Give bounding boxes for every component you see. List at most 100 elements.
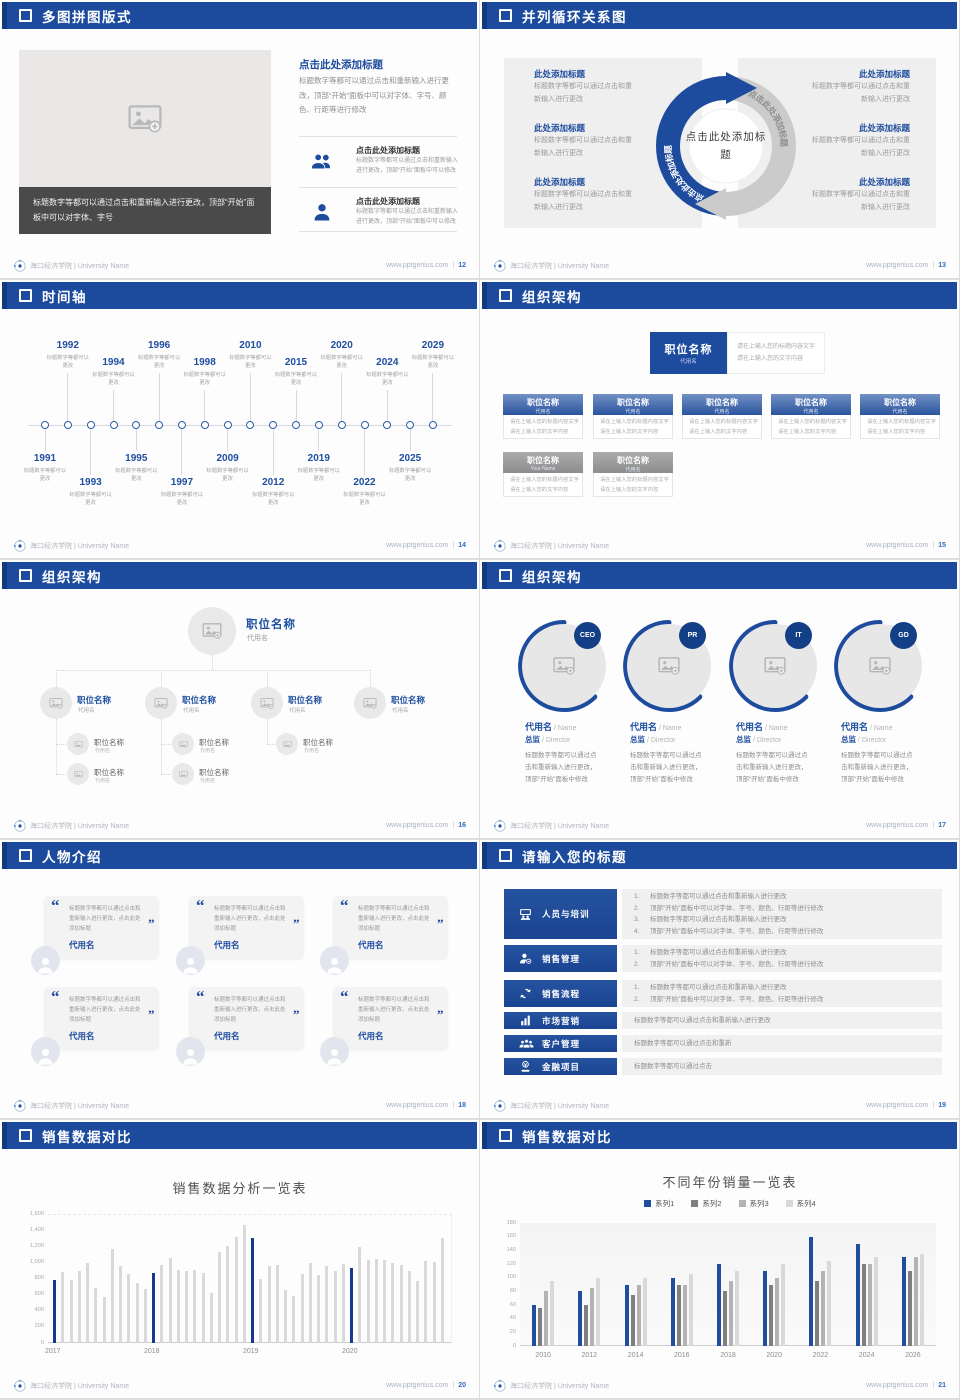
quote-card[interactable]: “ 标题数字等都可以通过点击和重新输入进行更改，点击此处添加标题 ” 代用名 [189, 896, 304, 959]
org-box[interactable]: 职位名称 Your Name 请在上输入您的标题内容文字 请在上输入您的文字内容 [503, 452, 583, 497]
slide-21-grouped-bar-chart[interactable]: 销售数据对比 不同年份销量一览表 系列1 系列2 系列3 系列4 0 20 40 60 80 100… [480, 1120, 960, 1400]
section-button-1[interactable]: 人员与培训 [504, 889, 617, 939]
university-name: 海口经济学院 | University Name [510, 262, 610, 270]
org-connector [161, 670, 163, 687]
photo-placeholder[interactable] [354, 687, 386, 719]
org-box[interactable]: 职位名称 代用名 请在上输入您的标题内容文字 请在上输入您的文字内容 [682, 394, 762, 439]
org-box-body: 请在上输入您的标题内容文字 请在上输入您的文字内容 [593, 473, 673, 497]
timeline-text: 标题数字等都可以更改 [388, 468, 432, 483]
photo-placeholder[interactable] [251, 687, 283, 719]
line-text: 顶部“开始”面板中可以对字体、字号、颜色、行距等进行修改 [650, 927, 824, 935]
org-node-name: 职位名称 [94, 738, 124, 747]
quote-card[interactable]: “ 标题数字等都可以通过点击和重新输入进行更改，点击此处添加标题 ” 代用名 [44, 987, 159, 1050]
timeline-stem [318, 429, 320, 451]
quote-card[interactable]: “ 标题数字等都可以通过点击和重新输入进行更改，点击此处添加标题 ” 代用名 [44, 896, 159, 959]
org-box[interactable]: 职位名称 代用名 请在上输入您的标题内容文字 请在上输入您的文字内容 [503, 394, 583, 439]
bar [809, 1236, 814, 1346]
org-box-sub: 代用名 [625, 467, 641, 473]
photo-placeholder[interactable] [172, 763, 194, 785]
timeline-dot [86, 421, 95, 429]
y-tick-label: 120 [506, 1260, 516, 1267]
bar [86, 1263, 89, 1343]
section-body: 标题数字等都可以通过点击和重新输入进行更改，顶部“开始”面板中可以对字体、字号、… [299, 76, 449, 115]
section-panel: 1. 标题数字等都可以通过点击和重新输入进行更改 2. 顶部“开始”面板中可以对字体、… [622, 945, 942, 972]
org-node-sub: 代用名 [200, 778, 216, 784]
legend-swatch [644, 1200, 652, 1207]
org-box[interactable]: 职位名称 代用名 请在上输入您的标题内容文字 请在上输入您的文字内容 [860, 394, 940, 439]
bar [815, 1281, 820, 1346]
slide-14-timeline[interactable]: 时间轴 1991 标题数字等都可以更改 1992 标题数字等都可以更改 1993 标题数字… [0, 280, 480, 560]
photo-placeholder[interactable] [188, 607, 236, 655]
bar [855, 1243, 860, 1346]
bar [781, 1264, 786, 1346]
quote-card[interactable]: “ 标题数字等都可以通过点击和重新输入进行更改，点击此处添加标题 ” 代用名 [333, 896, 448, 959]
bar [317, 1274, 320, 1343]
image-placeholder[interactable] [19, 50, 271, 187]
panel-line: 1. 标题数字等都可以通过点击和重新输入进行更改 [634, 891, 942, 903]
photo-placeholder[interactable] [67, 733, 89, 755]
slide-12-multi-image-layout[interactable]: 多图拼图版式 标题数字等都可以通过点击和重新输入进行更改，顶部“开始”面板中可以… [0, 0, 480, 280]
bar [676, 1284, 681, 1346]
slide-15-org-chart-boxes[interactable]: 组织架构 职位名称 代用名 请在上输入您的标题内容文字 请在上输入您的文字内容 职位名称… [480, 280, 960, 560]
timeline-year: 1991 [33, 453, 57, 464]
quote-card[interactable]: “ 标题数字等都可以通过点击和重新输入进行更改，点击此处添加标题 ” 代用名 [189, 987, 304, 1050]
org-box[interactable]: 职位名称 代用名 请在上输入您的标题内容文字 请在上输入您的文字内容 [593, 394, 673, 439]
slide-19-section-list[interactable]: 请输入您的标题 人员与培训 1. 标题数字等都可以通过点击和重新输入进行更改 2. 顶部… [480, 840, 960, 1120]
slide-18-people-intro[interactable]: 人物介绍 “ 标题数字等都可以通过点击和重新输入进行更改，点击此处添加标题 ” 代用名… [0, 840, 480, 1120]
section-button-3[interactable]: 销售流程 [504, 980, 617, 1007]
photo-placeholder[interactable] [522, 624, 606, 708]
slide-17-org-chart-roles[interactable]: 组织架构 CEO 代用名 / Name 总监 / Director 标题数字等都可以通… [480, 560, 960, 840]
section-button-4[interactable]: 市场营销 [504, 1012, 617, 1029]
timeline-year: 2009 [216, 453, 239, 464]
section-button-2[interactable]: 销售管理 [504, 945, 617, 972]
bar [366, 1260, 370, 1343]
bar [127, 1273, 131, 1343]
org-box[interactable]: 职位名称 代用名 请在上输入您的标题内容文字 请在上输入您的文字内容 [771, 394, 851, 439]
bar [670, 1277, 675, 1346]
timeline-year: 2020 [330, 340, 353, 351]
timeline-dot [360, 421, 369, 429]
cycle-item-text: 标题数字等都可以通过点击和重新输入进行更改 [534, 137, 632, 157]
line-text: 标题数字等都可以通过点击和重新输入进行更改 [650, 893, 787, 900]
timeline-stem [386, 390, 388, 422]
university-name: 海口经济学院 | University Name [30, 1382, 130, 1390]
close-quote: ” [293, 1007, 300, 1022]
slide-header: 并列循环关系图 [482, 2, 957, 29]
open-quote: “ [196, 896, 205, 915]
bar [110, 1248, 114, 1343]
slide-20-sales-bar-chart[interactable]: 销售数据对比 销售数据分析一览表 0 200 400 600 800 1,000 1,200 1… [0, 1120, 480, 1400]
photo-placeholder[interactable] [145, 687, 177, 719]
org-root-box[interactable]: 职位名称 代用名 [650, 332, 727, 374]
page-number: 18 [458, 1102, 466, 1109]
photo-placeholder[interactable] [276, 733, 298, 755]
org-node-name: 职位名称 [391, 695, 426, 705]
photo-placeholder[interactable] [172, 733, 194, 755]
timeline-stem [272, 429, 274, 475]
timeline-text: 标题数字等都可以更改 [206, 468, 249, 483]
section-button-label: 销售流程 [542, 988, 581, 999]
bar [259, 1278, 263, 1343]
quote-card[interactable]: “ 标题数字等都可以通过点击和重新输入进行更改，点击此处添加标题 ” 代用名 [333, 987, 448, 1050]
panel-line: 1. 标题数字等都可以通过点击和重新输入进行更改 [634, 947, 942, 959]
org-node-name: 职位名称 [246, 619, 296, 631]
person-silhouette-icon [181, 1047, 200, 1066]
slide-16-org-chart-photo-tree[interactable]: 组织架构 职位名称 代用名 职位名称 代用名 职位名称 代用名 职位名称 代用名 职位名称 代用名… [0, 560, 480, 840]
role-badge: PR [679, 622, 706, 649]
x-tick-label: 2020 [342, 1348, 358, 1355]
legend-swatch [691, 1200, 699, 1207]
org-node-sub: 代用名 [289, 708, 306, 714]
slide-13-cycle-diagram[interactable]: 并列循环关系图 此处添加标题 标题数字等都可以通过点击和重新输入进行更改 此处添加标… [480, 0, 960, 280]
org-box-sub: 代用名 [625, 409, 641, 415]
bar [901, 1257, 906, 1346]
website-url: www.pptgenius.com [386, 1102, 449, 1109]
section-button-5[interactable]: 客户管理 [504, 1035, 617, 1052]
avatar [176, 1037, 205, 1066]
photo-placeholder[interactable] [40, 687, 72, 719]
photo-placeholder[interactable] [67, 763, 89, 785]
bar [292, 1296, 296, 1343]
bar [544, 1291, 549, 1346]
org-box[interactable]: 职位名称 代用名 请在上输入您的标题内容文字 请在上输入您的文字内容 [593, 452, 673, 497]
slide-content: 人员与培训 1. 标题数字等都可以通过点击和重新输入进行更改 2. 顶部“开始”面板中可… [480, 840, 959, 1118]
y-tick-label: 800 [34, 1275, 44, 1281]
section-button-6[interactable]: 金融项目 [504, 1058, 617, 1075]
